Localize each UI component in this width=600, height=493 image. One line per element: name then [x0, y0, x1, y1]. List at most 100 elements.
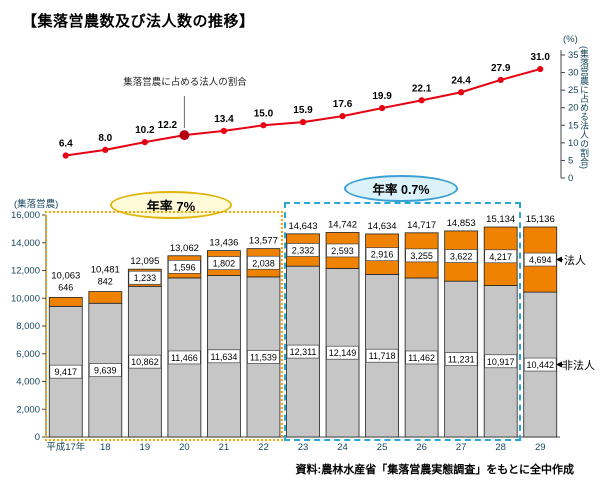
legal-value: 646: [58, 282, 73, 292]
y-tick-label: 16,000: [11, 210, 40, 221]
legend-arrow-hihoujin-head: [556, 361, 562, 368]
pct-value-label: 15.0: [254, 108, 274, 119]
legal-value: 842: [98, 277, 113, 287]
line-point: [537, 65, 544, 73]
line-point: [179, 130, 190, 141]
pct-tick-label: 10: [568, 138, 579, 149]
pct-tick-label: 35: [568, 50, 579, 61]
period-frame-h23-28: [284, 202, 521, 441]
x-tick-label: 18: [100, 442, 111, 453]
pct-value-label: 31.0: [530, 52, 550, 63]
pct-value-label: 24.4: [451, 75, 471, 86]
right-axis-unit-label: (%): [563, 34, 578, 45]
line-point: [497, 76, 504, 84]
right-axis-title: (集落営農に占める法人の割合): [579, 46, 589, 169]
x-tick-label: 19: [140, 442, 151, 453]
pct-tick-label: 30: [568, 68, 579, 79]
x-tick-label: 24: [337, 442, 348, 453]
x-tick-label: 22: [258, 442, 269, 453]
total-value: 10,481: [91, 265, 120, 276]
total-value: 15,136: [526, 214, 555, 225]
y-tick-label: 8,000: [16, 321, 40, 332]
nonlegal-value-box: [444, 352, 478, 366]
nonlegal-value: 9,639: [94, 366, 117, 376]
legal-value: 1,596: [173, 262, 196, 272]
line-point: [418, 97, 425, 104]
legal-value: 3,622: [450, 252, 473, 262]
legal-value: 2,332: [292, 246, 315, 256]
legal-value-box: [247, 255, 280, 270]
source-note: 資料:農林水産省「集落営農実態調査」をもとに全中作成: [295, 464, 574, 476]
nonlegal-value: 11,466: [171, 353, 198, 363]
legal-value: 3,255: [410, 251, 433, 261]
legend-houjin: 法人: [564, 255, 586, 267]
pct-value-label: 19.9: [372, 91, 392, 102]
total-value: 10,063: [51, 270, 80, 281]
nonlegal-value-box: [484, 354, 518, 369]
total-value: 13,577: [249, 236, 278, 247]
period-frame-h17-22: [45, 211, 283, 441]
y-tick-label: 0: [35, 432, 40, 443]
nonlegal-value: 12,311: [290, 347, 317, 357]
legal-value: 4,217: [489, 252, 512, 262]
x-tick-label: 27: [456, 442, 467, 453]
pct-value-label: 12.2: [158, 120, 178, 131]
pct-tick-label: 5: [568, 155, 573, 166]
legend-arrow-houjin-head: [556, 256, 562, 263]
pct-value-label: 13.4: [214, 114, 234, 125]
y-tick-label: 12,000: [11, 266, 40, 277]
pct-value-label: 15.9: [293, 105, 313, 116]
nonlegal-value-box: [247, 350, 280, 364]
total-value: 14,742: [328, 219, 357, 230]
nonlegal-value: 9,417: [55, 367, 78, 377]
total-value: 12,095: [130, 256, 159, 267]
line-point: [260, 122, 267, 129]
x-tick-label: 平成17年: [46, 441, 86, 453]
legal-value: 2,916: [371, 250, 394, 260]
nonlegal-value-box: [49, 364, 83, 379]
y-tick-label: 6,000: [16, 349, 40, 360]
legal-value-box: [365, 247, 399, 262]
nonlegal-value: 11,539: [250, 352, 277, 362]
nonlegal-value: 11,462: [408, 353, 435, 363]
legal-value: 2,038: [252, 258, 275, 268]
nonlegal-value-box: [207, 349, 241, 364]
annual-rate-right-bubble: 年率 0.7%: [344, 175, 458, 202]
x-tick-label: 28: [495, 442, 506, 453]
line-point: [339, 113, 346, 120]
nonlegal-value: 10,862: [131, 357, 159, 367]
x-tick-label: 26: [416, 442, 427, 453]
nonlegal-value: 11,718: [369, 351, 396, 361]
line-point: [102, 146, 109, 153]
nonlegal-value: 11,231: [448, 355, 475, 365]
nonlegal-value: 11,634: [210, 352, 237, 362]
nonlegal-value-box: [405, 350, 438, 365]
line-point: [220, 127, 228, 135]
nonlegal-value-box: [326, 345, 359, 360]
page-title: 【集落営農数及び法人数の推移】: [22, 13, 255, 30]
legend-hihoujin: 非法人: [562, 360, 595, 372]
legal-value: 1,802: [213, 259, 236, 269]
y-tick-label: 4,000: [16, 377, 40, 388]
legal-value: 2,593: [331, 246, 354, 256]
pct-tick-label: 20: [568, 103, 579, 114]
legal-value-box: [405, 248, 438, 263]
nonlegal-value: 10,917: [487, 357, 515, 367]
nonlegal-value-box: [365, 348, 399, 363]
total-value: 14,643: [288, 221, 317, 232]
pct-tick-label: 15: [568, 120, 579, 131]
pct-tick-label: 25: [568, 85, 579, 96]
pct-value-label: 27.9: [491, 63, 511, 74]
legal-value-box: [326, 243, 359, 258]
pct-value-label: 17.6: [333, 99, 353, 110]
legal-value: 4,694: [529, 255, 552, 265]
bar-legal-segment: [88, 291, 123, 304]
y-tick-label: 2,000: [16, 404, 40, 415]
line-point: [62, 152, 69, 159]
y-tick-label: 14,000: [11, 238, 40, 249]
annual-rate-left-bubble: 年率 7%: [110, 191, 232, 219]
x-tick-label: 29: [535, 442, 546, 453]
total-value: 13,436: [209, 238, 238, 249]
